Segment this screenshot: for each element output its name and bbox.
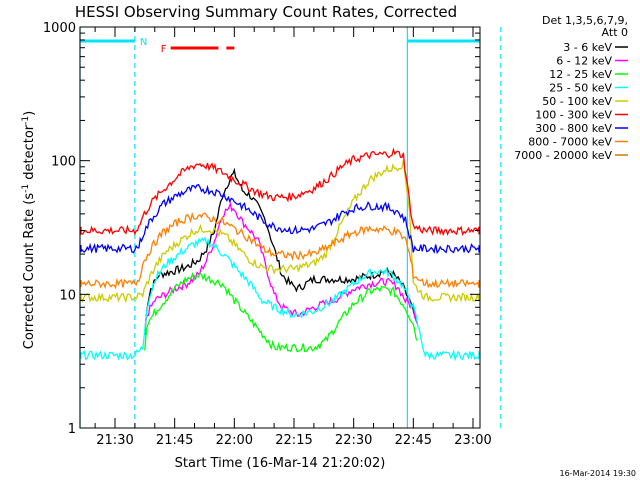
legend-label-7: 800 - 7000 keV [528,136,612,149]
plot-frame [79,26,481,429]
legend-header-detectors: Det 1,3,5,6,7,9, [542,14,628,27]
y-axis-label: Corrected Count Rate (s-1 detector-1) [21,111,37,349]
legend-label-1: 6 - 12 keV [556,55,612,68]
status-bar-label: N [140,37,147,48]
y-tick-label: 100 [51,155,76,170]
x-tick-label: 21:30 [96,433,133,448]
legend-label-6: 300 - 800 keV [535,122,612,135]
x-tick-label: 22:45 [395,433,432,448]
y-tick-label: 10 [59,288,76,303]
legend-label-3: 25 - 50 keV [549,82,612,95]
series-line-7 [80,211,480,290]
legend-label-0: 3 - 6 keV [563,41,612,54]
legend-label-2: 12 - 25 keV [549,68,612,81]
footer-timestamp: 16-Mar-2014 19:30 [560,469,637,478]
plot-area [79,27,502,428]
series-line-3 [80,236,480,362]
x-tick-label: 22:00 [216,433,253,448]
x-axis-label: Start Time (16-Mar-14 21:20:02) [175,456,386,471]
legend-header-attenuator: Att 0 [602,26,628,39]
series-line-5 [80,147,480,237]
series-line-4 [80,159,480,304]
x-tick-label: 21:45 [156,433,193,448]
series-line-6 [80,183,480,255]
status-bar-label: F [161,44,167,55]
series-line-2 [144,271,418,353]
y-tick-label: 1000 [43,21,76,36]
legend-label-5: 100 - 300 keV [535,109,612,122]
axes-layer: 1 10 100 1000 21:30 21:45 22:00 22:15 22:30 22:45… [43,21,492,448]
chart-title: HESSI Observing Summary Count Rates, Cor… [75,3,457,21]
x-tick-label: 22:15 [275,433,312,448]
markers-layer: NF [80,37,480,55]
x-tick-label: 22:30 [335,433,372,448]
y-tick-label: 1 [68,422,76,437]
x-tick-label: 23:00 [454,433,491,448]
series-line-1 [144,201,418,334]
legend-label-4: 50 - 100 keV [542,95,612,108]
legend-label-8: 7000 - 20000 keV [514,149,612,162]
series-layer [80,147,480,362]
